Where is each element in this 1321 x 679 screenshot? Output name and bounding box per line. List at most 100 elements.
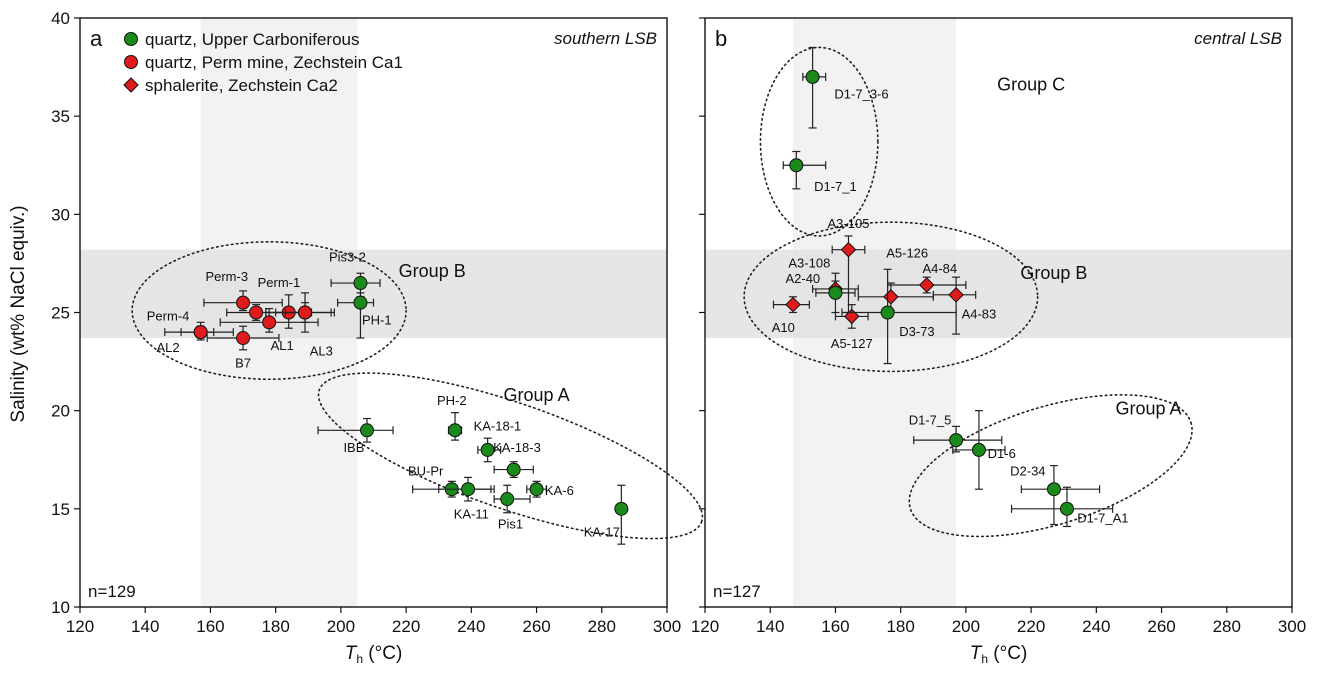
point-label: A4-84	[922, 261, 957, 276]
x-tick-label: 140	[131, 617, 159, 636]
y-tick-label: 10	[51, 598, 70, 617]
data-point: AL3	[265, 292, 333, 359]
data-point: AL1	[219, 307, 319, 353]
x-axis-title: Th (°C)	[345, 643, 403, 666]
x-tick-label: 160	[821, 617, 849, 636]
data-point: KA-6	[526, 480, 574, 498]
region-label: southern LSB	[554, 29, 657, 48]
point-label: Pis1	[498, 516, 523, 531]
point-marker	[353, 276, 368, 291]
shaded-salinity-band	[705, 249, 1292, 339]
point-label: BU-Pr	[408, 463, 444, 478]
legend-label: quartz, Upper Carboniferous	[145, 30, 360, 49]
point-label: AL2	[156, 340, 179, 355]
point-label: KA-18-3	[493, 440, 541, 455]
point-marker	[236, 295, 251, 310]
point-marker	[971, 442, 986, 457]
point-marker	[789, 158, 804, 173]
point-label: A10	[772, 320, 795, 335]
point-label: KA-18-1	[474, 418, 522, 433]
data-point: D1-7_3-6	[802, 46, 889, 129]
point-marker	[448, 423, 463, 438]
point-label: D1-7_A1	[1077, 511, 1128, 526]
group-ellipse	[131, 241, 407, 381]
point-marker	[249, 305, 264, 320]
x-tick-label: 180	[261, 617, 289, 636]
region-label: central LSB	[1194, 29, 1282, 48]
group-label: Group C	[997, 75, 1065, 95]
group-ellipse	[908, 394, 1193, 538]
data-point: A4-84	[887, 261, 967, 294]
data-point: D1-7_5	[909, 412, 1003, 453]
point-label: D1-6	[988, 446, 1016, 461]
y-tick-label: 20	[51, 402, 70, 421]
legend-marker	[123, 77, 139, 93]
x-axis-title-var: T	[345, 643, 358, 664]
point-label: PH-2	[437, 393, 467, 408]
x-tick-label: 200	[952, 617, 980, 636]
point-label: PH-1	[362, 312, 392, 327]
point-label: B7	[235, 355, 251, 370]
point-marker	[1046, 482, 1061, 497]
data-point	[226, 304, 287, 321]
panel-a: Group B Group A 120 140 160 180 200 220 240 260 28…	[51, 9, 704, 666]
point-label: KA-6	[545, 483, 574, 498]
data-point: AL2	[156, 325, 215, 355]
data-point: D2-34	[1010, 463, 1101, 526]
point-marker	[805, 69, 820, 84]
x-tick-label: 300	[653, 617, 681, 636]
point-marker	[461, 482, 476, 497]
point-label: AL3	[310, 344, 333, 359]
panel-letter: a	[90, 26, 103, 51]
sample-count: n=129	[88, 582, 136, 601]
data-point: KA-18-3	[493, 440, 541, 479]
data-point: B7	[206, 325, 280, 370]
data-point: A4-83	[932, 276, 996, 335]
data-point: D1-6	[952, 410, 1016, 490]
point-label: D2-34	[1010, 463, 1045, 478]
y-axis-title: Salinity (wt% NaCl equiv.)	[8, 205, 29, 422]
x-tick-label: 140	[756, 617, 784, 636]
data-point: A2-40	[785, 271, 856, 314]
point-label: D3-73	[899, 324, 934, 339]
panel-letter: b	[715, 26, 727, 51]
point-marker	[359, 423, 374, 438]
x-axis-title-unit: (°C)	[363, 643, 402, 664]
point-label: IBB	[343, 440, 364, 455]
group-label: Group A	[504, 385, 570, 405]
point-marker	[880, 305, 895, 320]
point-marker	[614, 501, 629, 516]
point-marker	[298, 305, 313, 320]
data-point: PH-1	[337, 292, 392, 339]
y-tick-label: 25	[51, 304, 70, 323]
x-tick-label: 200	[327, 617, 355, 636]
shaded-salinity-band	[80, 249, 667, 339]
point-label: A5-127	[831, 336, 873, 351]
point-label: A5-126	[886, 246, 928, 261]
data-point: D1-7_A1	[1010, 486, 1129, 528]
point-label: KA-11	[454, 507, 489, 522]
group-label: Group A	[1115, 399, 1181, 419]
point-marker	[353, 295, 368, 310]
point-marker	[500, 492, 515, 507]
legend-marker	[124, 55, 138, 69]
x-tick-label: 240	[1082, 617, 1110, 636]
data-point: KA-17	[584, 484, 629, 545]
data-point: BU-Pr	[408, 463, 492, 498]
point-marker	[529, 482, 544, 497]
data-point: D1-7_1	[782, 150, 857, 194]
x-tick-label: 260	[522, 617, 550, 636]
group-ellipse	[743, 221, 1039, 373]
point-label: Perm-1	[258, 275, 301, 290]
data-point: A10	[772, 296, 810, 335]
data-point: KA-11	[438, 476, 495, 522]
legend-label: quartz, Perm mine, Zechstein Ca1	[145, 53, 403, 72]
point-label: AL1	[271, 338, 294, 353]
point-marker	[840, 241, 857, 258]
point-marker	[506, 462, 521, 477]
data-point: PH-2	[437, 393, 467, 441]
point-label: D1-7_1	[814, 179, 857, 194]
sample-count: n=127	[713, 582, 761, 601]
x-tick-label: 120	[66, 617, 94, 636]
x-axis-title: Th (°C)	[970, 643, 1028, 666]
